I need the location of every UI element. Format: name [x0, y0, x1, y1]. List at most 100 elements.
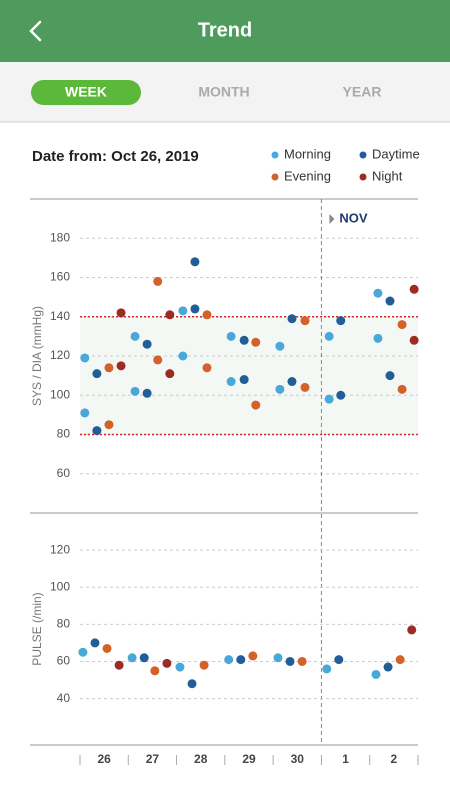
data-point [409, 284, 419, 294]
y-tick-label: 40 [57, 691, 71, 705]
data-point [324, 394, 334, 404]
data-point [409, 335, 419, 345]
data-point [275, 384, 285, 394]
data-point [239, 375, 249, 385]
data-point [373, 333, 383, 343]
data-point [273, 653, 283, 663]
data-point [199, 660, 209, 670]
data-point [90, 638, 100, 648]
x-tick-label: 29 [242, 752, 256, 766]
data-point [287, 314, 297, 324]
data-point [104, 363, 114, 373]
y-tick-label: 140 [50, 309, 70, 323]
y-tick-label: 100 [50, 387, 70, 401]
legend-swatch [359, 151, 367, 159]
y-axis-label: SYS / DIA (mmHg) [30, 306, 44, 406]
tab[interactable]: WEEK [65, 84, 107, 100]
data-point [251, 337, 261, 347]
data-point [251, 400, 261, 410]
data-point [116, 308, 126, 318]
data-point [150, 666, 160, 676]
data-point [300, 382, 310, 392]
data-point [236, 655, 246, 665]
data-point [175, 662, 185, 672]
tab[interactable]: YEAR [343, 84, 382, 100]
data-point [397, 384, 407, 394]
legend-label: Evening [284, 168, 331, 183]
data-point [162, 658, 172, 668]
data-point [114, 660, 124, 670]
data-point [78, 647, 88, 657]
target-band [80, 316, 418, 435]
data-point [102, 643, 112, 653]
data-point [297, 656, 307, 666]
data-point [153, 355, 163, 365]
y-tick-label: 80 [57, 617, 71, 631]
legend-label: Night [372, 168, 403, 183]
data-point [397, 320, 407, 330]
data-point [407, 625, 417, 635]
data-point [80, 353, 90, 363]
data-point [130, 331, 140, 341]
header-bar [0, 0, 450, 62]
y-axis-label: PULSE (/min) [30, 592, 44, 665]
data-point [190, 257, 200, 267]
data-point [116, 361, 126, 371]
x-tick-label: 26 [97, 752, 111, 766]
data-point [202, 363, 212, 373]
data-point [226, 331, 236, 341]
data-point [395, 655, 405, 665]
data-point [92, 369, 102, 379]
data-point [385, 371, 395, 381]
data-point [300, 316, 310, 326]
data-point [187, 679, 197, 689]
month-label: NOV [339, 210, 368, 225]
tab-active-pill[interactable] [31, 80, 141, 105]
x-tick-label: 1 [342, 752, 349, 766]
header-title: Trend [198, 19, 252, 41]
data-point [92, 426, 102, 436]
data-point [165, 369, 175, 379]
x-tick-label: 2 [391, 752, 398, 766]
y-tick-label: 60 [57, 654, 71, 668]
y-tick-label: 100 [50, 579, 70, 593]
data-point [324, 331, 334, 341]
legend-swatch [271, 151, 279, 159]
data-point [130, 386, 140, 396]
data-point [248, 651, 258, 661]
data-point [178, 351, 188, 361]
legend-label: Morning [284, 146, 331, 161]
data-point [153, 276, 163, 286]
y-tick-label: 160 [50, 270, 70, 284]
legend-swatch [359, 173, 367, 181]
data-point [371, 669, 381, 679]
data-point [224, 655, 234, 665]
y-tick-label: 60 [57, 466, 71, 480]
data-point [142, 339, 152, 349]
x-tick-label: 28 [194, 752, 208, 766]
tab[interactable]: MONTH [198, 84, 249, 100]
data-point [336, 316, 346, 326]
month-arrow [329, 214, 335, 224]
data-point [165, 310, 175, 320]
data-point [104, 420, 114, 430]
data-point [142, 388, 152, 398]
data-point [127, 653, 137, 663]
data-point [336, 390, 346, 400]
date-from: Date from: Oct 26, 2019 [32, 148, 199, 165]
data-point [226, 377, 236, 387]
legend-swatch [271, 173, 279, 181]
data-point [178, 306, 188, 316]
data-point [285, 656, 295, 666]
data-point [190, 304, 200, 314]
data-point [373, 288, 383, 298]
data-point [80, 408, 90, 418]
x-tick-label: 27 [146, 752, 160, 766]
data-point [275, 341, 285, 351]
back-button[interactable] [29, 20, 42, 42]
y-tick-label: 180 [50, 230, 70, 244]
y-tick-label: 80 [57, 427, 71, 441]
y-tick-label: 120 [50, 542, 70, 556]
